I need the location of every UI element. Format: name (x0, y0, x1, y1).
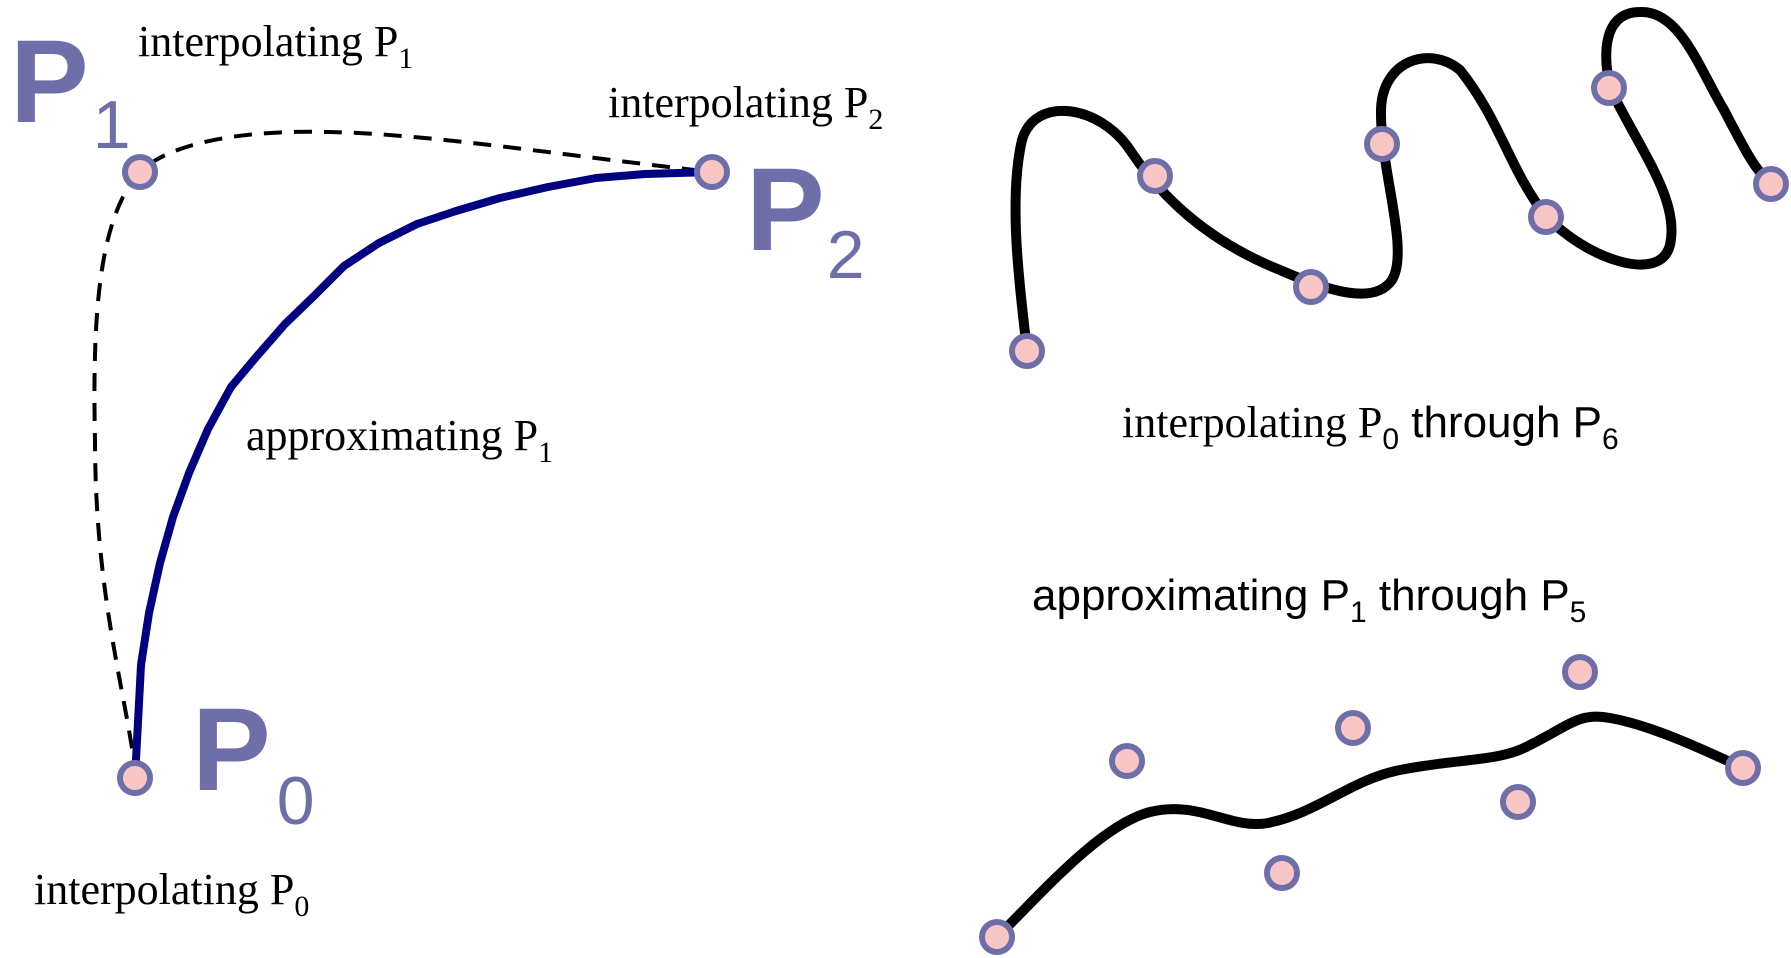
approx-point-p4 (1500, 784, 1536, 820)
right-top-panel: interpolating P0 through P6 (1009, 7, 1789, 456)
interp-point-p2 (1293, 269, 1329, 305)
control-point-p2 (694, 154, 730, 190)
approx-point-p0 (979, 919, 1015, 955)
approx-point-p2 (1264, 855, 1300, 891)
big-label-p2: P2 (746, 144, 865, 293)
interp-point-p6 (1753, 166, 1789, 202)
interp-point-p1 (1137, 158, 1173, 194)
approximating-curve (131, 168, 716, 782)
label-approximating-p1: approximating P1 (246, 411, 553, 469)
interpolating-spline (1010, 7, 1775, 355)
big-label-p1: P1 (10, 16, 131, 163)
big-label-p0: P0 (192, 684, 315, 839)
caption-approximating-p1-p5: approximating P1 through P5 (1032, 571, 1586, 629)
approx-point-p1 (1109, 743, 1145, 779)
interp-point-p5 (1591, 70, 1627, 106)
caption-interpolating-p0-p6: interpolating P0 through P6 (1122, 398, 1619, 456)
approx-point-p6 (1725, 750, 1761, 786)
approximating-spline (992, 711, 1748, 942)
label-interpolating-p1: interpolating P1 (138, 17, 413, 75)
label-interpolating-p0: interpolating P0 (34, 865, 309, 923)
approx-point-p5 (1562, 654, 1598, 690)
control-point-p1 (122, 154, 158, 190)
interp-point-p4 (1528, 199, 1564, 235)
approx-point-p3 (1335, 710, 1371, 746)
right-bottom-panel: approximating P1 through P5 (979, 571, 1761, 955)
control-point-p0 (117, 760, 153, 796)
interp-point-p0 (1009, 333, 1045, 369)
left-panel: P1 P2 P0 interpolating P1 interpolating … (10, 16, 883, 923)
label-interpolating-p2: interpolating P2 (608, 78, 883, 136)
interp-point-p3 (1364, 126, 1400, 162)
